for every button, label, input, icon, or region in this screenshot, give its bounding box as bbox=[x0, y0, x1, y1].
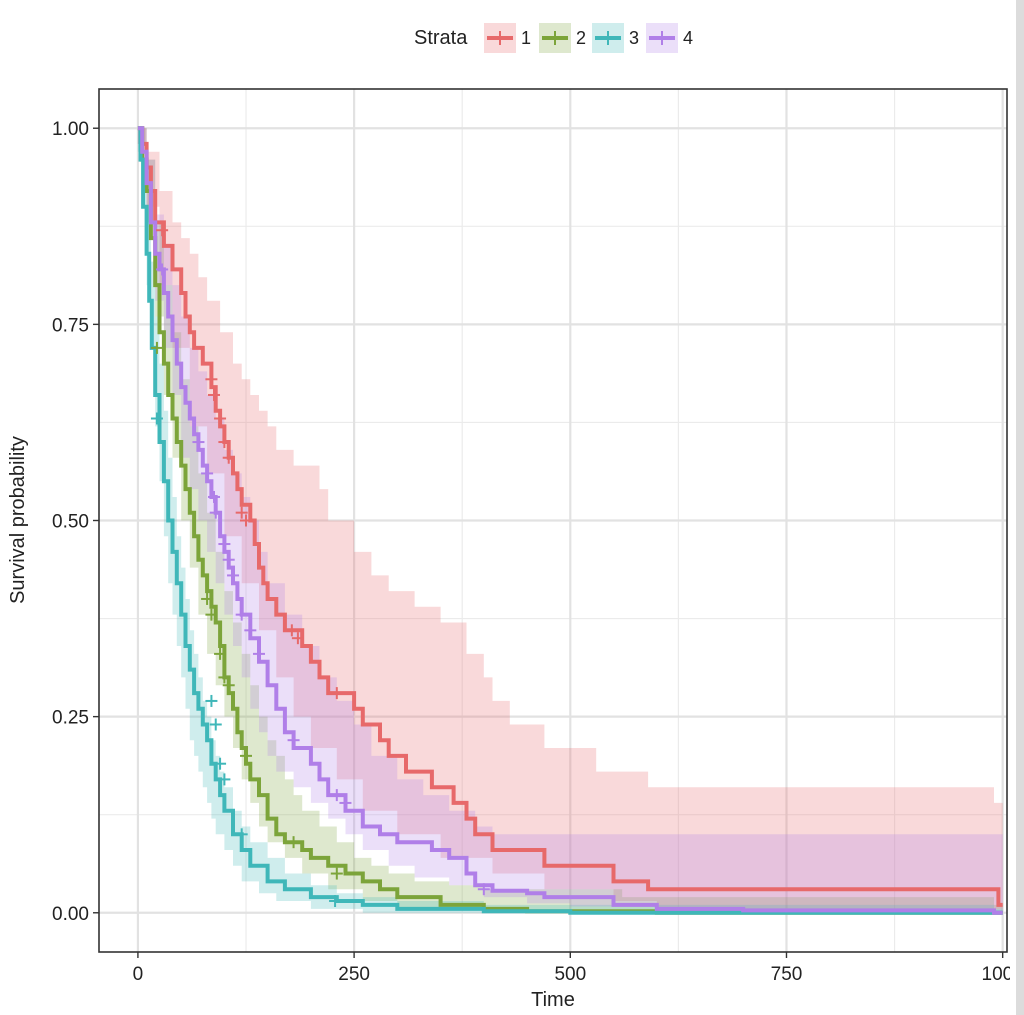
censor-mark-2 bbox=[218, 671, 231, 684]
censor-mark-1 bbox=[235, 506, 248, 519]
censor-mark-2 bbox=[205, 608, 218, 621]
legend-item-3: 3 bbox=[592, 23, 639, 53]
censor-mark-2 bbox=[240, 749, 253, 762]
legend-item-2: 2 bbox=[539, 23, 586, 53]
survival-curve-3 bbox=[137, 126, 1003, 915]
censor-mark-4 bbox=[209, 506, 222, 519]
legend-label-3: 3 bbox=[629, 28, 639, 48]
y-tick-label: 0.75 bbox=[52, 315, 89, 336]
censor-mark-4 bbox=[192, 436, 205, 449]
censor-mark-2 bbox=[287, 836, 300, 849]
legend-items: 1 2 3 4 bbox=[484, 23, 693, 53]
censor-mark-4 bbox=[208, 490, 221, 503]
x-tick-label: 0 bbox=[133, 964, 144, 985]
censor-mark-1 bbox=[218, 436, 231, 449]
censor-marks bbox=[150, 224, 490, 908]
censor-mark-4 bbox=[235, 608, 248, 621]
y-tick-label: 0.50 bbox=[52, 512, 89, 533]
censor-mark-1 bbox=[330, 687, 343, 700]
legend: Strata 1 2 3 4 bbox=[414, 23, 693, 53]
censor-mark-3 bbox=[329, 895, 342, 908]
censor-mark-4 bbox=[201, 467, 214, 480]
window-edge bbox=[1016, 0, 1024, 1015]
confidence-band-1 bbox=[137, 128, 1003, 909]
censor-mark-2 bbox=[150, 341, 163, 354]
censor-mark-4 bbox=[287, 734, 300, 747]
censor-mark-3 bbox=[235, 828, 248, 841]
censor-mark-1 bbox=[240, 514, 253, 527]
censor-mark-2 bbox=[201, 592, 214, 605]
censor-mark-2 bbox=[222, 679, 235, 692]
censor-mark-3 bbox=[214, 757, 227, 770]
y-tick-label: 0.00 bbox=[52, 904, 89, 925]
censor-mark-3 bbox=[209, 718, 222, 731]
censor-mark-1 bbox=[285, 624, 298, 637]
legend-label-1: 1 bbox=[521, 28, 531, 48]
censor-mark-1 bbox=[205, 373, 218, 386]
censor-mark-4 bbox=[477, 883, 490, 896]
confidence-band-4 bbox=[137, 128, 1003, 913]
x-axis-title: Time bbox=[531, 989, 575, 1011]
survival-curve-1 bbox=[137, 126, 1003, 907]
censor-mark-4 bbox=[330, 789, 343, 802]
censor-mark-4 bbox=[218, 538, 231, 551]
censor-mark-4 bbox=[244, 624, 257, 637]
censor-mark-3 bbox=[218, 773, 231, 786]
x-tick-label: 250 bbox=[338, 964, 370, 985]
censor-mark-3 bbox=[150, 412, 163, 425]
y-tick-label: 0.25 bbox=[52, 708, 89, 729]
x-tick-label: 500 bbox=[554, 964, 586, 985]
legend-label-2: 2 bbox=[576, 28, 586, 48]
censor-mark-4 bbox=[222, 553, 235, 566]
censor-mark-1 bbox=[291, 632, 304, 645]
legend-label-4: 4 bbox=[683, 28, 693, 48]
censor-mark-2 bbox=[214, 647, 227, 660]
censor-mark-4 bbox=[252, 647, 265, 660]
censor-mark-4 bbox=[339, 796, 352, 809]
confidence-bands bbox=[137, 128, 1003, 913]
legend-title: Strata bbox=[414, 27, 468, 49]
censor-mark-3 bbox=[205, 694, 218, 707]
censor-mark-2 bbox=[330, 867, 343, 880]
censor-mark-1 bbox=[208, 388, 221, 401]
y-tick-label: 1.00 bbox=[52, 119, 89, 140]
censor-mark-4 bbox=[156, 263, 169, 276]
legend-item-4: 4 bbox=[646, 23, 693, 53]
censor-mark-1 bbox=[214, 412, 227, 425]
censor-mark-4 bbox=[227, 569, 240, 582]
y-axis-title: Survival probability bbox=[7, 436, 29, 604]
censor-mark-1 bbox=[222, 451, 235, 464]
legend-item-1: 1 bbox=[484, 23, 531, 53]
censor-mark-1 bbox=[156, 224, 169, 237]
x-tick-label: 750 bbox=[771, 964, 803, 985]
